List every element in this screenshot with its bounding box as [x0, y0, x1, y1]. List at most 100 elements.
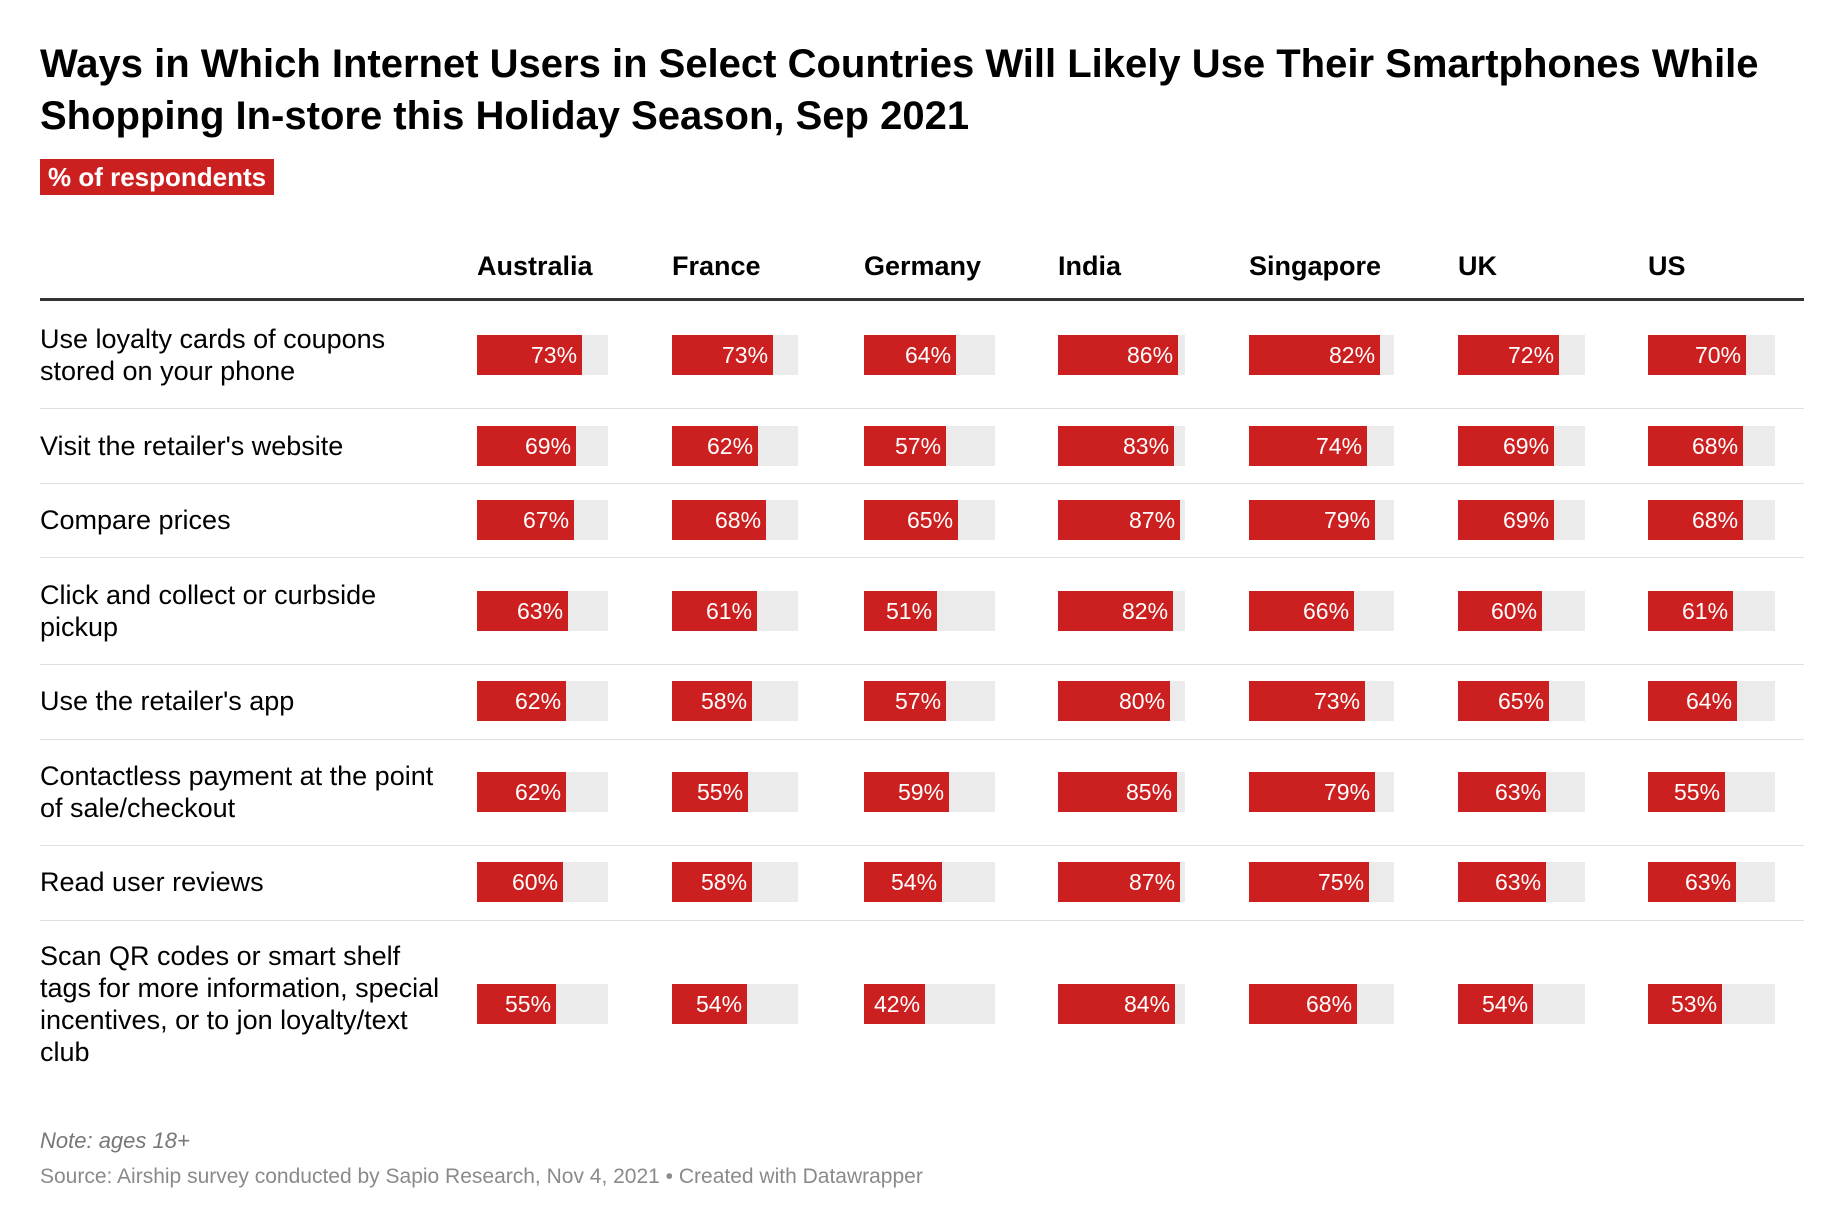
bar	[672, 500, 766, 540]
bar-track: 42%	[864, 984, 995, 1024]
bar	[1249, 862, 1369, 902]
bar-track: 61%	[1648, 591, 1775, 631]
bar-track: 75%	[1249, 862, 1394, 902]
bar-track: 58%	[672, 862, 798, 902]
bar	[1648, 862, 1736, 902]
bar-track: 66%	[1249, 591, 1394, 631]
row-label: Contactless payment at the point of sale…	[40, 761, 434, 823]
bar	[1058, 591, 1173, 631]
bar-track: 63%	[1458, 772, 1585, 812]
bar-track: 73%	[1249, 681, 1394, 721]
bar-track: 67%	[477, 500, 608, 540]
bar-value-label: 68%	[1692, 433, 1739, 459]
bar-value-label: 64%	[1686, 688, 1733, 714]
bar-value-label: 57%	[895, 433, 942, 459]
bar	[1458, 500, 1554, 540]
bar-track: 68%	[1249, 984, 1394, 1024]
bar	[1249, 772, 1375, 812]
bar-track: 72%	[1458, 335, 1585, 375]
bar	[1648, 426, 1743, 466]
bar-track: 62%	[477, 772, 608, 812]
bar-track: 60%	[1458, 591, 1585, 631]
row-label: Compare prices	[40, 505, 231, 535]
row-label: Read user reviews	[40, 867, 264, 897]
bar	[1458, 591, 1542, 631]
bar-value-label: 60%	[1491, 598, 1538, 624]
bar-track: 68%	[1648, 426, 1775, 466]
bar	[477, 984, 556, 1024]
bar-track: 54%	[864, 862, 995, 902]
bar-track: 55%	[1648, 772, 1775, 812]
bar	[1648, 500, 1743, 540]
row-divider	[40, 483, 1804, 484]
bar-value-label: 68%	[715, 507, 762, 533]
bar-value-label: 87%	[1129, 869, 1176, 895]
bar	[1058, 862, 1180, 902]
bar-value-label: 84%	[1124, 991, 1171, 1017]
bar-track: 80%	[1058, 681, 1185, 721]
bar-track: 74%	[1249, 426, 1394, 466]
bar-value-label: 53%	[1671, 991, 1718, 1017]
bar-value-label: 57%	[895, 688, 942, 714]
bar-value-label: 73%	[531, 342, 578, 368]
bar-value-label: 73%	[1314, 688, 1361, 714]
bar-track: 69%	[1458, 500, 1585, 540]
bar-value-label: 75%	[1318, 869, 1365, 895]
bar	[477, 862, 563, 902]
bar-value-label: 42%	[874, 991, 921, 1017]
bar-value-label: 51%	[886, 598, 933, 624]
bar	[1648, 984, 1722, 1024]
bar	[864, 426, 946, 466]
bar	[864, 335, 956, 375]
bar-value-label: 66%	[1303, 598, 1350, 624]
bar-track: 79%	[1249, 772, 1394, 812]
bar-track: 69%	[477, 426, 608, 466]
row-label: Use loyalty cards of coupons stored on y…	[40, 324, 386, 386]
row-label: Click and collect or curbside pickup	[40, 580, 377, 642]
bar-value-label: 54%	[1482, 991, 1529, 1017]
bar-value-label: 70%	[1695, 342, 1742, 368]
bar-value-label: 82%	[1329, 342, 1376, 368]
bar-value-label: 80%	[1119, 688, 1166, 714]
bar-value-label: 63%	[1685, 869, 1732, 895]
row-label: Use the retailer's app	[40, 686, 295, 716]
bar	[1249, 500, 1375, 540]
bar-track: 73%	[477, 335, 608, 375]
bar-value-label: 79%	[1324, 779, 1371, 805]
bar-value-label: 55%	[1674, 779, 1721, 805]
bar-value-label: 54%	[891, 869, 938, 895]
chart-note: Note: ages 18+	[40, 1128, 190, 1153]
bar	[672, 681, 752, 721]
bar	[1058, 681, 1170, 721]
bar-value-label: 63%	[517, 598, 564, 624]
bar-value-label: 55%	[505, 991, 552, 1017]
bar	[1458, 681, 1549, 721]
bar-value-label: 73%	[722, 342, 769, 368]
bar	[672, 862, 752, 902]
bar	[864, 500, 958, 540]
bar-value-label: 83%	[1123, 433, 1170, 459]
bar-track: 62%	[672, 426, 798, 466]
bar	[1249, 426, 1367, 466]
bar-track: 58%	[672, 681, 798, 721]
bar	[1249, 591, 1354, 631]
bar	[477, 681, 566, 721]
bar	[1249, 335, 1380, 375]
bar-track: 73%	[672, 335, 798, 375]
bar	[864, 984, 925, 1024]
bar-track: 85%	[1058, 772, 1185, 812]
column-header: India	[1058, 251, 1122, 281]
bar-track: 57%	[864, 681, 995, 721]
bar-value-label: 61%	[706, 598, 753, 624]
bar-track: 68%	[1648, 500, 1775, 540]
bar-value-label: 63%	[1495, 869, 1542, 895]
bar-value-label: 62%	[515, 688, 562, 714]
bar-value-label: 61%	[1682, 598, 1729, 624]
bar-track: 87%	[1058, 862, 1185, 902]
bar	[1648, 335, 1746, 375]
bar-track: 65%	[1458, 681, 1585, 721]
bar	[1058, 984, 1175, 1024]
bar-value-label: 74%	[1316, 433, 1363, 459]
bar-value-label: 65%	[907, 507, 954, 533]
